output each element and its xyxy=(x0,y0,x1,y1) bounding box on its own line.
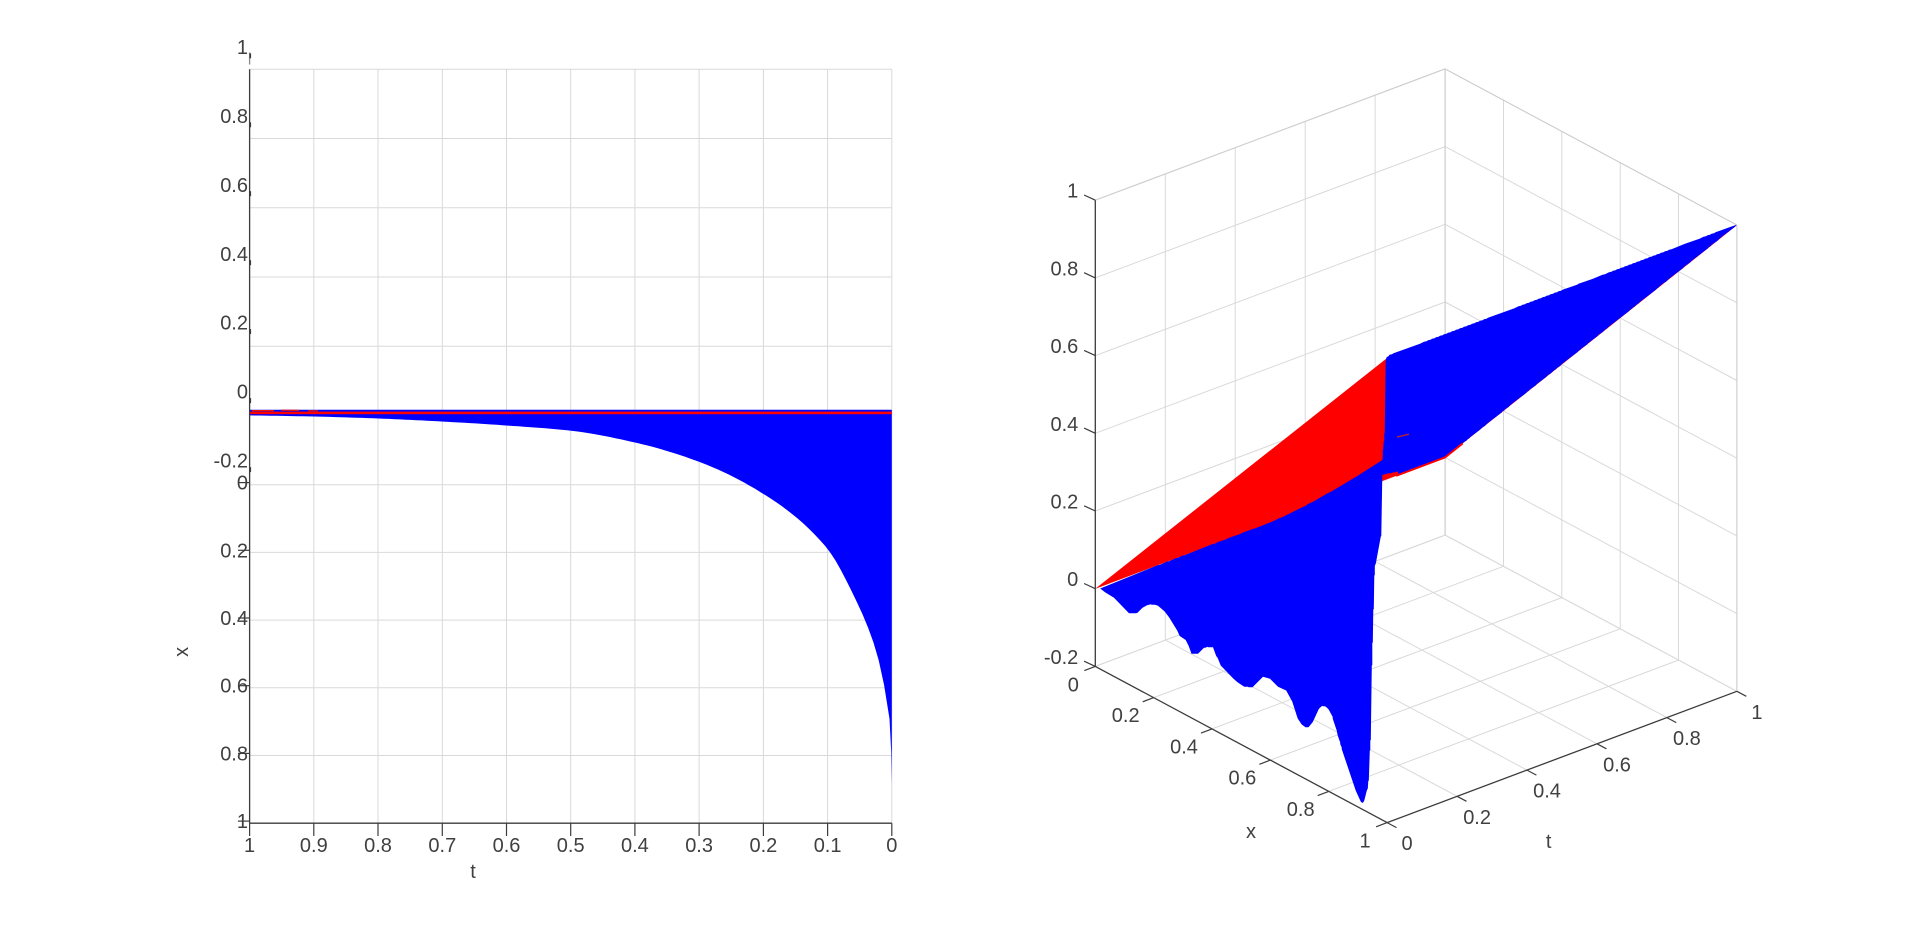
svg-text:0.4: 0.4 xyxy=(1170,736,1198,758)
svg-text:t: t xyxy=(1546,831,1552,853)
svg-text:0.4: 0.4 xyxy=(1533,781,1561,803)
svg-text:0: 0 xyxy=(886,835,897,857)
svg-text:1: 1 xyxy=(1751,702,1762,724)
svg-text:0.8: 0.8 xyxy=(1050,258,1078,280)
svg-text:0.4: 0.4 xyxy=(220,244,248,266)
svg-text:1: 1 xyxy=(237,37,248,59)
svg-text:0: 0 xyxy=(1067,569,1078,591)
svg-text:0: 0 xyxy=(1068,674,1079,696)
svg-text:x: x xyxy=(1246,821,1256,843)
svg-text:0.6: 0.6 xyxy=(1603,754,1631,776)
svg-text:0.2: 0.2 xyxy=(1050,492,1078,514)
svg-text:1: 1 xyxy=(1067,181,1078,203)
svg-text:0.6: 0.6 xyxy=(1228,768,1256,790)
svg-text:0: 0 xyxy=(1402,833,1413,855)
svg-text:0.6: 0.6 xyxy=(220,676,248,698)
svg-text:1: 1 xyxy=(1360,831,1371,853)
svg-text:1: 1 xyxy=(244,835,255,857)
svg-text:0: 0 xyxy=(237,473,248,495)
svg-text:0.7: 0.7 xyxy=(428,835,456,857)
svg-text:0.4: 0.4 xyxy=(220,608,248,630)
svg-text:0.3: 0.3 xyxy=(685,835,713,857)
svg-text:0.8: 0.8 xyxy=(220,743,248,765)
svg-text:0.2: 0.2 xyxy=(1463,807,1491,829)
svg-text:1: 1 xyxy=(237,811,248,833)
svg-text:0.2: 0.2 xyxy=(1112,705,1140,727)
svg-text:0.5: 0.5 xyxy=(557,835,585,857)
svg-text:0.8: 0.8 xyxy=(1673,728,1701,750)
svg-text:0.4: 0.4 xyxy=(621,835,649,857)
svg-text:0.6: 0.6 xyxy=(1050,336,1078,358)
svg-text:0.2: 0.2 xyxy=(220,313,248,335)
svg-text:-0.2: -0.2 xyxy=(214,451,248,473)
svg-text:0.8: 0.8 xyxy=(220,106,248,128)
svg-text:0.8: 0.8 xyxy=(364,835,392,857)
svg-text:t: t xyxy=(470,861,476,883)
svg-text:-0.2: -0.2 xyxy=(1044,647,1078,669)
svg-text:0.2: 0.2 xyxy=(749,835,777,857)
svg-text:0.6: 0.6 xyxy=(220,175,248,197)
svg-text:0.4: 0.4 xyxy=(1050,414,1078,436)
svg-text:0.9: 0.9 xyxy=(300,835,328,857)
svg-text:0: 0 xyxy=(237,382,248,404)
svg-text:x: x xyxy=(171,647,193,657)
svg-text:0.2: 0.2 xyxy=(220,540,248,562)
svg-text:0.8: 0.8 xyxy=(1287,799,1315,821)
svg-text:0.6: 0.6 xyxy=(493,835,521,857)
svg-text:0.1: 0.1 xyxy=(814,835,842,857)
